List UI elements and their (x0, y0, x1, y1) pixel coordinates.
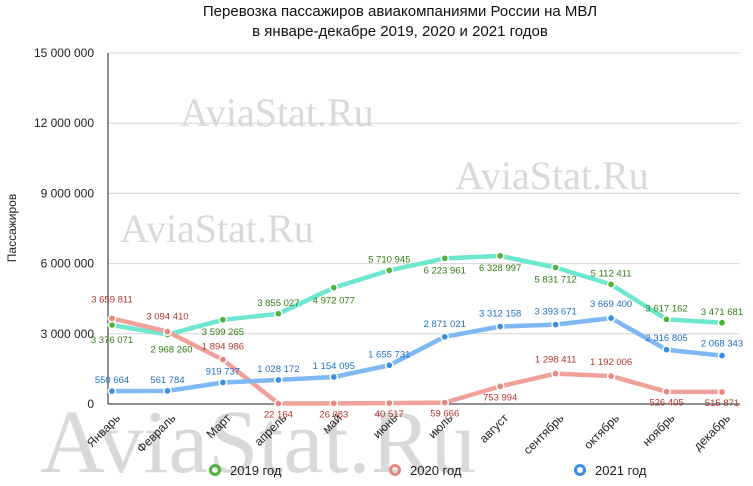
data-label: 1 655 731 (368, 349, 410, 360)
data-point (551, 369, 560, 378)
data-point (495, 251, 505, 261)
data-label: 2 316 805 (645, 333, 687, 344)
data-point (662, 315, 671, 324)
data-label: 26 083 (319, 409, 348, 420)
data-point (440, 332, 450, 342)
data-label: 1 894 986 (202, 342, 244, 353)
data-label: 3 855 027 (257, 298, 299, 309)
x-tick-label: август (477, 411, 512, 446)
chart-title: Перевозка пассажиров авиакомпаниями Росс… (203, 3, 597, 20)
series-line (109, 253, 725, 337)
data-label: 6 328 997 (479, 263, 521, 274)
legend-label: 2020 год (410, 463, 462, 478)
y-tick-label: 12 000 000 (34, 116, 94, 130)
series-line (109, 315, 725, 394)
data-label: 3 094 410 (146, 312, 188, 323)
data-point (384, 360, 394, 370)
data-label: 5 831 712 (535, 275, 577, 286)
data-label: 550 664 (95, 375, 129, 386)
data-label: 3 599 265 (202, 327, 244, 338)
series-line (109, 316, 725, 406)
data-point (606, 280, 616, 289)
data-point (495, 322, 505, 331)
data-label: 753 994 (483, 392, 517, 403)
data-label: 5 710 945 (368, 254, 410, 265)
x-tick-label: сентябрь (521, 411, 567, 457)
data-label: 6 223 961 (424, 265, 466, 276)
data-label: 22 164 (264, 409, 293, 420)
data-label: 3 393 671 (535, 307, 577, 318)
legend-marker (209, 464, 221, 476)
data-label: 3 659 811 (91, 294, 133, 305)
data-point (440, 254, 450, 263)
y-tick-label: 6 000 000 (41, 257, 95, 271)
data-point (606, 371, 616, 381)
data-point (606, 313, 616, 323)
data-point (329, 372, 339, 382)
data-label: 919 737 (206, 366, 240, 377)
data-point (551, 320, 560, 329)
data-label: 1 192 006 (590, 357, 632, 368)
data-point (662, 387, 671, 397)
y-tick-label: 0 (87, 397, 94, 411)
x-tick-label: октябрь (581, 411, 622, 452)
data-point (107, 314, 117, 323)
chart-subtitle: в январе-декабре 2019, 2020 и 2021 годов (252, 23, 548, 40)
data-point (384, 398, 394, 408)
data-label: 3 471 681 (701, 307, 743, 318)
data-label: 59 666 (430, 409, 459, 420)
data-label: 3 617 162 (645, 303, 687, 314)
data-point (495, 382, 505, 391)
data-point (329, 283, 339, 293)
y-tick-label: 3 000 000 (41, 327, 95, 341)
data-label: 561 784 (150, 375, 184, 386)
watermark-text: AviaStat.Ru (40, 393, 476, 486)
data-point (274, 399, 283, 408)
data-point (717, 387, 727, 397)
x-tick-label: ноябрь (640, 411, 678, 449)
y-tick-label: 15 000 000 (34, 46, 94, 60)
x-tick-label: декабрь (691, 411, 733, 453)
data-label: 2 068 343 (701, 339, 743, 350)
data-point (274, 309, 283, 319)
data-point (274, 375, 283, 385)
watermark-text: AviaStat.Ru (455, 153, 649, 198)
data-point (329, 399, 339, 408)
legend-label: 2019 год (230, 463, 282, 478)
legend-marker (389, 464, 401, 476)
data-label: 40 517 (375, 409, 404, 420)
data-point (107, 386, 117, 396)
data-label: 526 405 (649, 398, 683, 409)
data-point (717, 318, 727, 328)
y-tick-label: 9 000 000 (41, 186, 95, 200)
legend-label: 2021 год (595, 463, 647, 478)
data-point (440, 398, 450, 407)
data-point (163, 386, 172, 396)
data-point (218, 378, 228, 387)
data-label: 2 871 021 (424, 319, 466, 330)
data-label: 5 112 411 (591, 268, 632, 279)
data-point (551, 263, 560, 272)
data-label: 3 376 071 (91, 335, 133, 346)
data-point (662, 345, 671, 355)
data-label: 4 972 077 (313, 296, 355, 307)
legend-marker (574, 464, 586, 476)
data-point (384, 266, 394, 275)
data-point (717, 351, 727, 360)
data-label: 3 312 158 (479, 308, 521, 319)
data-point (218, 315, 228, 325)
data-point (163, 327, 172, 336)
watermark-text: AviaStat.Ru (180, 90, 374, 135)
data-label: 1 298 411 (535, 355, 577, 366)
data-label: 3 669 400 (590, 299, 632, 310)
data-label: 1 154 095 (313, 361, 355, 372)
data-label: 1 028 172 (257, 364, 299, 375)
data-point (218, 355, 228, 365)
y-axis-label: Пассажиров (5, 194, 19, 262)
data-label: 2 968 260 (150, 345, 192, 356)
data-label: 515 871 (705, 398, 739, 409)
watermark-text: AviaStat.Ru (120, 206, 314, 251)
